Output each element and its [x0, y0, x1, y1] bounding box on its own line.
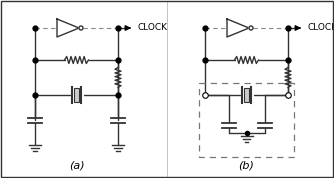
- Text: CLOCK: CLOCK: [138, 23, 168, 33]
- Bar: [199, 83, 294, 157]
- Bar: [74, 88, 79, 102]
- Text: CLOCK: CLOCK: [308, 23, 334, 33]
- Circle shape: [79, 26, 83, 30]
- Circle shape: [249, 26, 253, 30]
- Text: (a): (a): [69, 160, 84, 170]
- Text: (b): (b): [238, 160, 255, 170]
- Bar: [244, 88, 249, 102]
